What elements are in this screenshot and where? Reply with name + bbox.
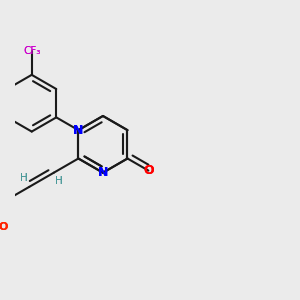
Text: N: N — [98, 166, 108, 179]
Text: O: O — [0, 222, 8, 232]
Text: CF₃: CF₃ — [23, 46, 40, 56]
Text: O: O — [0, 222, 8, 232]
Text: H: H — [55, 176, 63, 186]
Circle shape — [140, 163, 156, 178]
Text: H: H — [20, 173, 28, 183]
Text: O: O — [143, 164, 154, 177]
Bar — [19, 44, 44, 57]
Text: CF₃: CF₃ — [23, 46, 40, 56]
Circle shape — [95, 165, 111, 181]
Text: N: N — [73, 124, 84, 136]
Text: N: N — [98, 166, 108, 179]
Circle shape — [18, 172, 31, 184]
Text: H: H — [20, 173, 28, 183]
Text: N: N — [73, 124, 84, 136]
Circle shape — [0, 219, 11, 235]
Text: H: H — [55, 176, 63, 186]
Circle shape — [70, 122, 86, 138]
Circle shape — [52, 175, 65, 188]
Text: O: O — [143, 164, 154, 177]
